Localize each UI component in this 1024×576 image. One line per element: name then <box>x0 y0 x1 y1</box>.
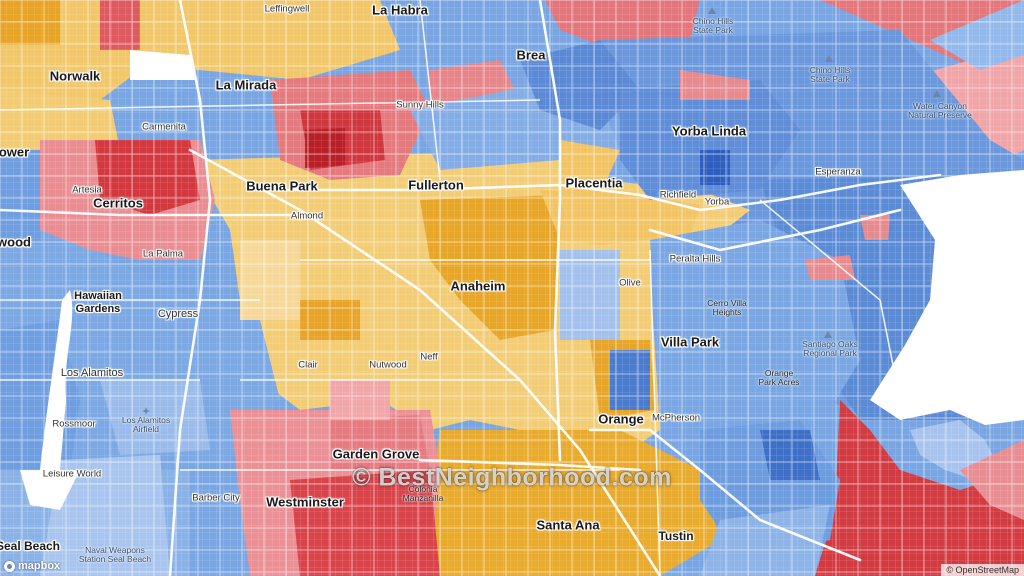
place-sunny-hills: Sunny Hills <box>396 99 444 111</box>
place-water-canyon: Water Canyon Natural Preserve <box>908 101 972 120</box>
place-fullerton: Fullerton <box>408 177 464 193</box>
place-yorba-linda: Yorba Linda <box>671 123 747 139</box>
mapbox-logo-text: mapbox <box>18 560 61 572</box>
place-colonia-manzanilla: Colonia Manzanilla <box>402 484 444 503</box>
place-brea: Brea <box>516 47 546 63</box>
place-la-habra: La Habra <box>372 2 428 18</box>
place-orange-park-acres: Orange Park Acres <box>758 368 800 387</box>
place-seal-beach: Seal Beach <box>0 539 61 553</box>
place-olive: Olive <box>619 277 641 289</box>
place-leffingwell: Leffingwell <box>264 3 310 15</box>
place-placentia: Placentia <box>565 175 623 191</box>
place-esperanza: Esperanza <box>815 166 861 178</box>
place-peralta-hills: Peralta Hills <box>669 253 721 265</box>
place-cerritos: Cerritos <box>93 195 143 211</box>
place-buena-park: Buena Park <box>246 178 318 194</box>
place-leisure-world: Leisure World <box>42 468 102 480</box>
place-nutwood: Nutwood <box>369 359 407 371</box>
airport-icon <box>142 407 150 415</box>
place-hawaiian-gardens: Hawaiian Gardens <box>74 290 122 315</box>
place-santiago-oaks: Santiago Oaks Regional Park <box>802 339 858 358</box>
tree-icon <box>825 55 833 62</box>
place-richfield: Richfield <box>659 189 697 201</box>
place-lakewood: wood <box>0 234 31 250</box>
place-los-alamitos: Los Alamitos <box>60 367 124 379</box>
place-mcpherson: McPherson <box>651 412 701 424</box>
place-carmenita: Carmenita <box>142 121 186 133</box>
place-bellflower: ower <box>0 144 30 160</box>
place-neff: Neff <box>420 351 438 363</box>
place-la-palma: La Palma <box>142 248 184 260</box>
tree-icon <box>708 7 716 14</box>
place-los-alamitos-airfield: Los Alamitos Airfield <box>121 415 171 434</box>
place-clair: Clair <box>298 359 318 371</box>
place-villa-park: Villa Park <box>660 334 720 350</box>
place-almond: Almond <box>290 210 324 222</box>
mapbox-logo[interactable]: mapbox <box>4 559 60 573</box>
place-chino-hills-state-park-2: Chino Hills State Park <box>809 65 851 84</box>
place-santa-ana: Santa Ana <box>536 517 600 533</box>
tree-icon <box>933 90 941 97</box>
map-attribution[interactable]: © OpenStreetMap <box>941 564 1024 576</box>
place-la-mirada: La Mirada <box>215 77 277 93</box>
place-barber-city: Barber City <box>192 492 240 504</box>
watermark: © BestNeighborhood.com <box>352 463 672 492</box>
place-cypress: Cypress <box>157 308 199 320</box>
place-orange: Orange <box>598 411 644 427</box>
place-anaheim: Anaheim <box>450 278 506 294</box>
place-yorba: Yorba <box>704 196 730 208</box>
place-chino-hills-state-park: Chino Hills State Park <box>692 16 734 35</box>
place-rossmoor: Rossmoor <box>52 418 96 430</box>
place-cerro-villa-heights: Cerro Villa Heights <box>707 298 747 317</box>
place-norwalk: Norwalk <box>49 68 101 84</box>
tree-icon <box>824 331 832 338</box>
place-garden-grove: Garden Grove <box>332 446 420 462</box>
place-westminster: Westminster <box>266 494 344 510</box>
place-artesia: Artesia <box>72 184 102 196</box>
mapbox-icon <box>4 560 15 572</box>
place-naval-weapons-station: Naval Weapons Station Seal Beach <box>78 545 152 564</box>
place-tustin: Tustin <box>658 529 694 543</box>
